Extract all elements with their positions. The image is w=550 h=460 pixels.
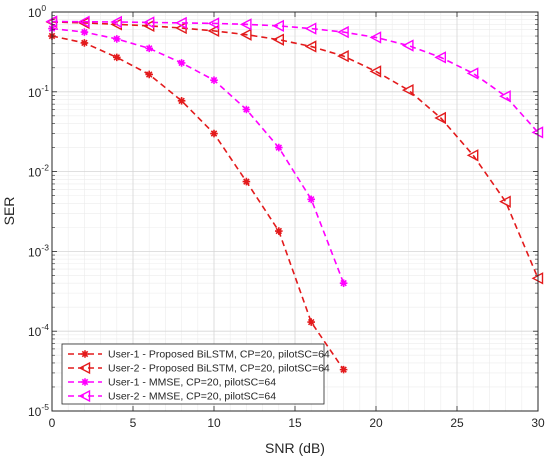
series-line <box>51 35 345 371</box>
y-tick-exponent: -1 <box>41 83 49 93</box>
y-tick-exponent: -2 <box>41 163 49 173</box>
y-tick-base: 10 <box>28 166 42 180</box>
y-tick-label: 10-4 <box>28 322 49 339</box>
legend-entry: User-2 - Proposed BiLSTM, CP=20, pilotSC… <box>68 361 330 375</box>
series-line <box>51 27 345 284</box>
series-layer <box>45 15 544 374</box>
triangle-marker <box>337 25 349 39</box>
triangle-marker <box>466 67 479 80</box>
triangle-marker <box>369 65 382 78</box>
x-tick-label: 15 <box>288 416 302 430</box>
asterisk-marker <box>242 105 251 114</box>
x-tick-label: 10 <box>207 416 221 430</box>
asterisk-marker <box>145 70 153 79</box>
y-tick-exponent: -4 <box>41 322 49 332</box>
triangle-marker <box>337 49 349 63</box>
legend-label: User-1 - MMSE, CP=20, pilotSC=64 <box>108 377 276 389</box>
x-tick-label: 25 <box>450 416 464 430</box>
tick-marks <box>51 11 539 412</box>
asterisk-marker <box>113 53 121 62</box>
asterisk-marker <box>80 39 89 47</box>
y-tick-base: 10 <box>28 405 42 419</box>
triangle-marker <box>78 361 91 375</box>
asterisk-marker <box>145 44 153 53</box>
legend-label: User-1 - Proposed BiLSTM, CP=20, pilotSC… <box>108 349 330 361</box>
x-tick-label: 5 <box>130 416 137 430</box>
asterisk-marker <box>210 76 218 84</box>
y-tick-base: 10 <box>28 86 42 100</box>
y-tick-label: 10-2 <box>28 163 49 180</box>
y-tick-base: 10 <box>28 6 42 20</box>
asterisk-marker <box>242 177 251 186</box>
asterisk-marker <box>81 378 89 386</box>
triangle-marker <box>207 24 220 38</box>
y-tick-base: 10 <box>28 245 42 259</box>
triangle-marker <box>434 111 446 125</box>
legend-entry: User-2 - MMSE, CP=20, pilotSC=64 <box>68 389 276 403</box>
triangle-marker <box>272 19 284 33</box>
legend-label: User-2 - Proposed BiLSTM, CP=20, pilotSC… <box>108 363 330 375</box>
x-tick-label: 20 <box>369 416 383 430</box>
triangle-marker <box>142 16 155 29</box>
triangle-marker <box>434 51 446 64</box>
triangle-marker <box>401 39 414 52</box>
triangle-marker <box>304 22 317 35</box>
asterisk-marker <box>339 279 348 287</box>
triangle-marker <box>499 195 511 208</box>
asterisk-marker <box>80 28 89 36</box>
legend-box <box>61 343 325 405</box>
y-axis-label: SER <box>1 197 17 226</box>
triangle-marker <box>401 83 414 97</box>
triangle-marker <box>369 31 382 44</box>
x-tick-label: 30 <box>531 416 545 430</box>
asterisk-marker <box>210 129 218 138</box>
legend-entry: User-1 - Proposed BiLSTM, CP=20, pilotSC… <box>68 349 330 361</box>
triangle-marker <box>110 15 122 29</box>
triangle-marker <box>77 15 90 28</box>
asterisk-marker <box>339 365 348 374</box>
y-tick-label: 10-1 <box>28 83 49 100</box>
x-tick-label: 0 <box>49 416 56 430</box>
triangle-marker <box>239 28 252 41</box>
triangle-marker <box>304 40 317 53</box>
y-tick-exponent: -5 <box>41 402 49 412</box>
asterisk-marker <box>177 59 186 67</box>
y-tick-label: 100 <box>28 3 46 20</box>
asterisk-marker <box>307 195 315 204</box>
legend-label: User-2 - MMSE, CP=20, pilotSC=64 <box>108 391 276 403</box>
y-tick-exponent: -3 <box>41 242 49 252</box>
series-4 <box>45 15 544 139</box>
y-tick-label: 10-3 <box>28 242 49 259</box>
asterisk-marker <box>177 97 186 105</box>
triangle-marker <box>175 16 187 30</box>
series-line <box>51 20 539 133</box>
x-tick-labels: 0 5 10 15 20 25 30 <box>49 416 545 430</box>
asterisk-marker <box>113 35 121 43</box>
triangle-marker <box>272 33 284 46</box>
triangle-marker <box>466 149 479 162</box>
asterisk-marker <box>275 143 283 152</box>
series-line <box>51 21 539 279</box>
legend: User-1 - Proposed BiLSTM, CP=20, pilotSC… <box>61 343 330 405</box>
y-tick-exponent: 0 <box>41 3 46 13</box>
triangle-marker <box>239 18 252 31</box>
triangle-marker <box>78 389 91 403</box>
asterisk-marker <box>81 350 89 358</box>
x-axis-label: SNR (dB) <box>265 440 325 456</box>
asterisk-marker <box>275 227 283 235</box>
triangle-marker <box>207 17 220 30</box>
triangle-marker <box>499 90 511 103</box>
y-tick-base: 10 <box>28 325 42 339</box>
legend-entry: User-1 - MMSE, CP=20, pilotSC=64 <box>68 377 276 389</box>
asterisk-marker <box>307 318 315 326</box>
y-tick-label: 10-5 <box>28 402 49 419</box>
